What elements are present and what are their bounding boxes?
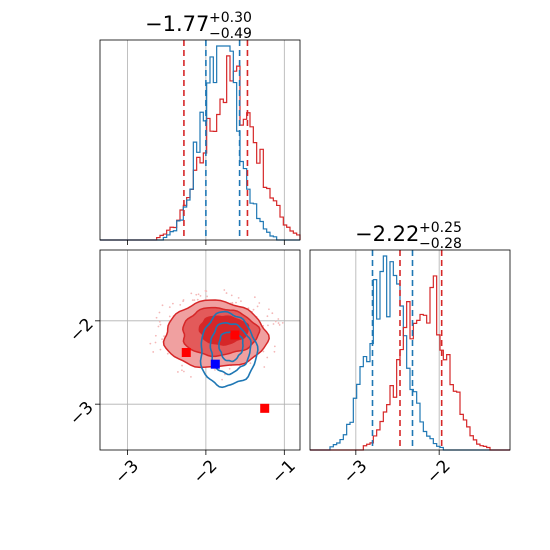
hist1-red-series [100,55,301,241]
red-sample-point [196,298,199,301]
red-sample-point [197,293,200,296]
red-sample-point [182,370,185,373]
red-sample-point [158,311,161,314]
red-sample-point [193,299,196,302]
red-sample-point [206,295,208,298]
hist1-blue-series [100,45,300,241]
joint-y-tick-labels: −3 −2 [66,314,98,429]
red-sample-point [223,289,226,291]
red-sample-point [168,315,171,318]
red-sample-point [204,289,207,292]
red-sample-point [181,369,183,372]
joint-y-tick-label: −2 [66,314,98,346]
red-sample-point [274,320,277,323]
red-sample-point [158,320,161,323]
red-square-marker [181,348,191,357]
param1-title: −1.77 [145,12,209,36]
red-sample-point [179,303,182,306]
red-sample-point [225,292,228,294]
param2-x-tick-label: −2 [423,456,455,488]
red-sample-point [262,350,265,353]
panel-frame [99,249,301,451]
red-sample-point [155,316,158,319]
hist2-blue-series [310,255,510,451]
red-sample-point [190,375,192,378]
param2-x-tick-labels: −3 −2 [340,456,455,488]
joint-x-tick-label: −2 [190,456,222,488]
red-sample-point [157,325,160,328]
red-sample-point [272,323,275,325]
panel-frame [309,249,511,451]
red-sample-point [230,294,233,297]
blue-contour-outer [199,310,259,389]
param1-title-minus: −0.49 [209,26,252,42]
hist2-red-series [310,275,510,451]
red-sample-point [154,334,157,337]
red-sample-point [190,292,193,295]
red-sample-point [161,338,163,341]
red-sample-point [159,323,162,326]
red-sample-point [228,367,231,370]
red-sample-point [221,378,223,381]
red-sample-point [271,312,274,315]
red-sample-point [181,364,183,367]
param2-title-main: −2.22 [355,222,419,246]
red-sample-point [168,306,171,309]
red-sample-point [154,341,157,344]
red-sample-point [161,304,164,307]
red-sample-point [258,302,261,304]
red-sample-point [182,299,185,301]
red-sample-point [214,368,216,371]
red-sample-point [252,308,255,311]
red-sample-point [166,352,169,355]
red-sample-point [266,315,269,318]
red-sample-point [263,366,266,368]
red-sample-point [281,321,284,324]
red-sample-point [256,305,259,308]
red-sample-point [277,318,280,320]
red-sample-point [273,345,276,348]
red-sample-point [231,301,234,304]
joint-x-tick-label: −1 [268,456,300,488]
param1-histogram-panel [99,39,301,245]
red-square-marker [230,330,240,340]
red-sample-point [268,308,270,311]
param1-title-plus: +0.30 [209,10,252,26]
red-sample-point [278,324,281,326]
param2-title-plus: +0.25 [419,220,462,236]
param2-title-minus: −0.28 [419,236,462,252]
red-sample-point [235,301,237,304]
red-sample-point [253,296,256,299]
red-sample-point [273,350,276,353]
red-sample-point [176,371,179,373]
blue-contour-middle [209,321,252,376]
red-sample-point [191,299,194,302]
red-sample-point [195,293,198,296]
red-sample-point [159,348,162,351]
red-sample-point [277,322,280,324]
red-square-marker [260,403,270,413]
red-sample-point [237,296,240,299]
joint-x-tick-labels: −3 −2 −1 [111,456,300,488]
red-sample-point [266,356,269,359]
panel-frame [99,39,301,241]
red-sample-point [163,335,165,338]
red-sample-point [149,342,152,345]
red-sample-point [152,351,155,353]
param2-x-tick-label: −3 [340,456,372,488]
joint-x-tick-label: −3 [111,456,143,488]
param2-histogram-panel [309,249,511,455]
red-sample-point [267,324,269,327]
blue-square-marker [210,359,220,369]
red-sample-point [171,302,174,305]
joint-y-tick-label: −3 [66,398,98,430]
joint-contour-panel [95,249,301,455]
param1-title-main: −1.77 [145,12,209,36]
param2-title: −2.22 [355,222,419,246]
red-sample-point [199,295,202,297]
red-sample-point [240,300,242,303]
red-sample-point [249,362,252,365]
